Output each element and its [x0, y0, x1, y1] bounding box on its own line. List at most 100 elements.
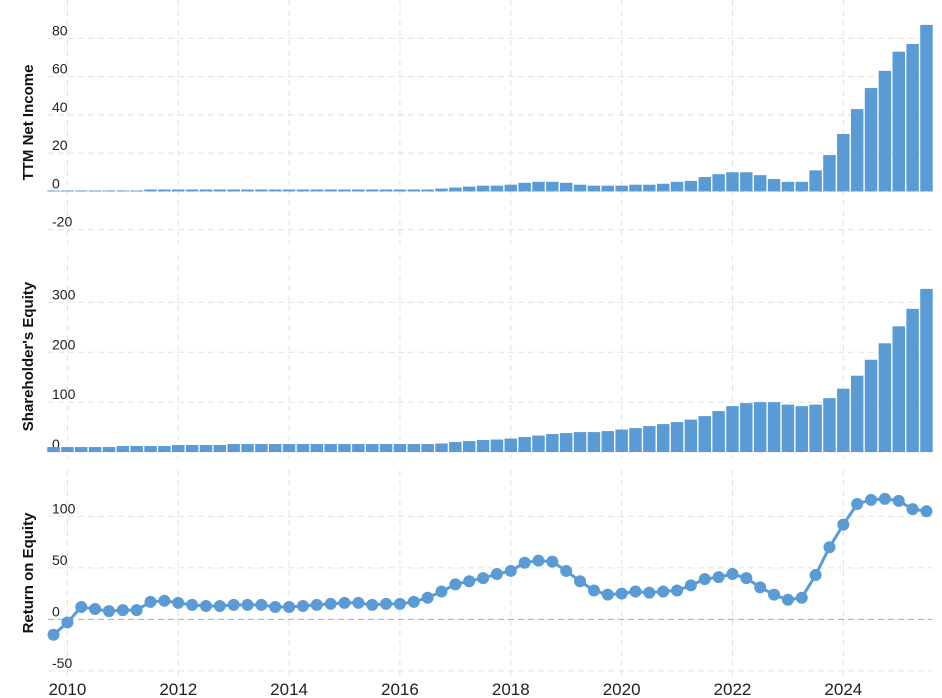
bar [449, 442, 462, 453]
bar [435, 443, 448, 453]
point [380, 597, 393, 610]
bar [282, 444, 296, 453]
point [615, 587, 628, 600]
bar [269, 189, 282, 192]
bar [864, 88, 878, 192]
point [504, 564, 517, 577]
point [61, 616, 74, 629]
point [435, 585, 448, 598]
bar [47, 190, 60, 192]
bar [753, 402, 767, 453]
bar [324, 189, 337, 192]
bar [449, 187, 462, 192]
point [158, 594, 171, 607]
bar [906, 44, 919, 192]
bar [573, 184, 587, 192]
bar [850, 375, 864, 453]
point [283, 600, 296, 613]
point [144, 595, 157, 608]
bar [629, 428, 642, 453]
x-tick-label: 2012 [159, 680, 197, 698]
bar [88, 190, 102, 192]
y-axis-label: Shareholder's Equity [20, 281, 37, 431]
bar [379, 444, 393, 453]
bar [532, 181, 545, 192]
bar [379, 189, 393, 192]
bar [227, 189, 240, 192]
bar [282, 189, 296, 192]
point [393, 597, 406, 610]
bar [241, 189, 254, 192]
bar [185, 189, 199, 192]
bar [199, 189, 213, 192]
bar [393, 189, 407, 192]
bar [102, 190, 116, 192]
point [781, 593, 794, 606]
bar [435, 188, 448, 192]
bar [559, 182, 573, 192]
bar [504, 438, 518, 453]
bar [878, 70, 892, 192]
point [47, 628, 60, 641]
bar [698, 177, 711, 192]
point [199, 599, 212, 612]
y-tick-label: 40 [52, 99, 68, 115]
bar [130, 190, 143, 192]
point [477, 572, 490, 585]
bar [158, 189, 171, 192]
bar [573, 432, 587, 453]
bar [255, 444, 268, 453]
bar [559, 433, 573, 453]
bar [795, 181, 808, 192]
bar [767, 178, 781, 192]
point [657, 585, 670, 598]
bar [781, 181, 795, 192]
bar [587, 185, 601, 192]
point [366, 598, 379, 611]
bar [532, 435, 545, 453]
bar [837, 388, 850, 453]
point [698, 573, 711, 586]
bar [781, 404, 795, 453]
point [740, 572, 753, 585]
bar [684, 419, 698, 453]
bar [116, 190, 130, 192]
bar [837, 133, 850, 192]
bar [213, 189, 227, 192]
bar [601, 431, 615, 453]
bar [476, 440, 490, 453]
bar [850, 109, 864, 192]
bar [421, 189, 434, 192]
x-tick-label: 2022 [714, 680, 752, 698]
bar [587, 432, 601, 453]
bar [753, 175, 767, 192]
point [629, 585, 642, 598]
bar [338, 444, 351, 453]
bar [726, 172, 739, 192]
point [421, 591, 434, 604]
bar [518, 182, 531, 192]
point [837, 518, 850, 531]
point [671, 584, 684, 597]
x-tick-label: 2016 [381, 680, 419, 698]
bar [656, 424, 670, 453]
point [574, 575, 587, 588]
y-tick-label: 100 [52, 386, 76, 402]
bar [490, 439, 504, 453]
point [310, 598, 323, 611]
point [116, 604, 129, 617]
bar [296, 189, 310, 192]
point [643, 586, 656, 599]
bar [670, 181, 684, 192]
y-tick-label: 200 [52, 336, 76, 352]
point [186, 598, 199, 611]
bar [75, 190, 88, 192]
point [906, 503, 919, 516]
point [130, 604, 143, 617]
point [532, 554, 545, 567]
y-tick-label: 60 [52, 61, 68, 77]
bar [61, 447, 74, 453]
point [795, 591, 808, 604]
bar [185, 445, 199, 453]
